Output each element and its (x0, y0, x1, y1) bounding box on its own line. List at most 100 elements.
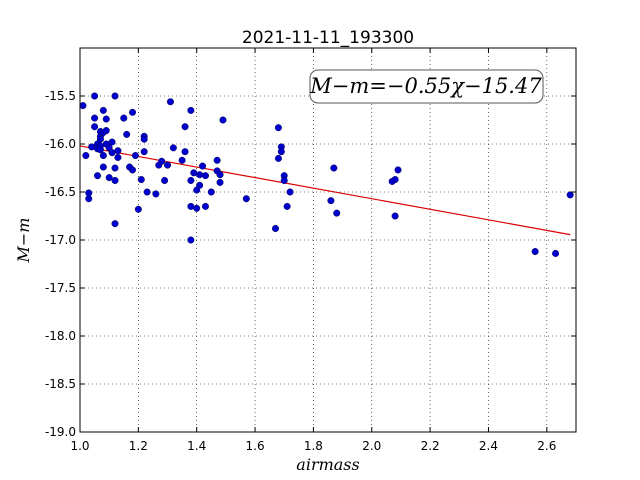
x-tick-label: 1.6 (246, 439, 265, 453)
data-point (187, 202, 195, 210)
data-point (79, 102, 87, 110)
data-point (531, 248, 539, 256)
data-point (391, 176, 399, 184)
data-point (158, 157, 166, 165)
data-point (123, 130, 131, 138)
data-point (283, 202, 291, 210)
data-point (201, 172, 209, 180)
data-point (181, 123, 189, 131)
data-point (280, 176, 288, 184)
y-tick-label: -15.5 (45, 89, 76, 103)
data-point (137, 176, 145, 184)
data-point (129, 166, 137, 174)
data-point (274, 154, 282, 162)
data-point (102, 127, 110, 135)
data-point (327, 197, 335, 205)
data-point (566, 191, 574, 199)
data-point (140, 135, 148, 143)
data-point (111, 92, 119, 100)
data-point (85, 195, 93, 203)
data-point (99, 152, 107, 160)
data-point (333, 209, 341, 217)
data-point (216, 178, 224, 186)
x-axis-label: airmass (296, 455, 359, 474)
data-point (201, 202, 209, 210)
data-point (108, 149, 116, 157)
data-point (207, 188, 215, 196)
x-tick-label: 1.4 (187, 439, 206, 453)
data-point (134, 205, 142, 213)
data-point (187, 236, 195, 244)
data-point (274, 124, 282, 132)
y-tick-label: -17.5 (45, 281, 76, 295)
data-point (216, 171, 224, 179)
data-point (88, 143, 96, 151)
y-tick-label: -16.0 (45, 137, 76, 151)
data-point (114, 153, 122, 161)
data-point (108, 138, 116, 146)
data-point (277, 148, 285, 156)
data-point (161, 176, 169, 184)
data-point (394, 166, 402, 174)
y-tick-label: -18.0 (45, 329, 76, 343)
data-point (143, 188, 151, 196)
x-tick-label: 2.4 (479, 439, 498, 453)
data-point (193, 204, 201, 212)
data-point (152, 190, 160, 198)
data-point (164, 161, 172, 169)
data-point (166, 98, 174, 106)
data-point (187, 176, 195, 184)
data-point (91, 123, 99, 131)
x-tick-label: 1.2 (129, 439, 148, 453)
data-point (91, 92, 99, 100)
data-point (99, 163, 107, 171)
annotation-text: M−m=−0.55χ−15.47 (309, 74, 542, 98)
chart-title: 2021-11-11_193300 (242, 28, 414, 48)
data-point (196, 181, 204, 189)
data-point (196, 171, 204, 179)
fit-annotation: M−m=−0.55χ−15.47 (309, 69, 544, 104)
x-tick-label: 2.2 (421, 439, 440, 453)
data-point (219, 116, 227, 124)
data-points (79, 92, 574, 257)
data-point (91, 114, 99, 122)
data-point (391, 212, 399, 220)
y-tick-label: -19.0 (45, 425, 76, 439)
data-point (330, 164, 338, 172)
data-point (213, 156, 221, 164)
data-point (552, 249, 560, 257)
y-tick-label: -16.5 (45, 185, 76, 199)
grid-lines (79, 48, 576, 433)
data-point (111, 176, 119, 184)
data-point (187, 106, 195, 114)
data-point (102, 115, 110, 123)
data-point (111, 220, 119, 228)
data-point (114, 147, 122, 155)
data-point (120, 114, 128, 122)
data-point (94, 172, 102, 180)
y-tick-label: -17.0 (45, 233, 76, 247)
data-point (169, 144, 177, 152)
data-point (99, 106, 107, 114)
x-tick-label: 1.0 (70, 439, 89, 453)
axis-ticks: 1.0 1.2 1.4 1.6 1.8 2.0 2.2 2.4 2.6 -15.5 -16.0 -16… (45, 48, 576, 453)
y-axis-label: M−m (14, 218, 33, 264)
data-point (129, 108, 137, 116)
data-point (181, 148, 189, 156)
data-point (199, 162, 207, 170)
data-point (96, 146, 104, 154)
data-point (242, 195, 250, 203)
data-point (82, 152, 90, 160)
data-point (286, 188, 294, 196)
data-point (190, 169, 198, 177)
data-point (131, 152, 139, 160)
y-tick-label: -18.5 (45, 377, 76, 391)
x-tick-label: 2.6 (537, 439, 556, 453)
data-point (111, 164, 119, 172)
data-point (96, 135, 104, 143)
data-point (271, 224, 279, 232)
data-point (178, 156, 186, 164)
x-tick-label: 1.8 (304, 439, 323, 453)
x-tick-label: 2.0 (362, 439, 381, 453)
